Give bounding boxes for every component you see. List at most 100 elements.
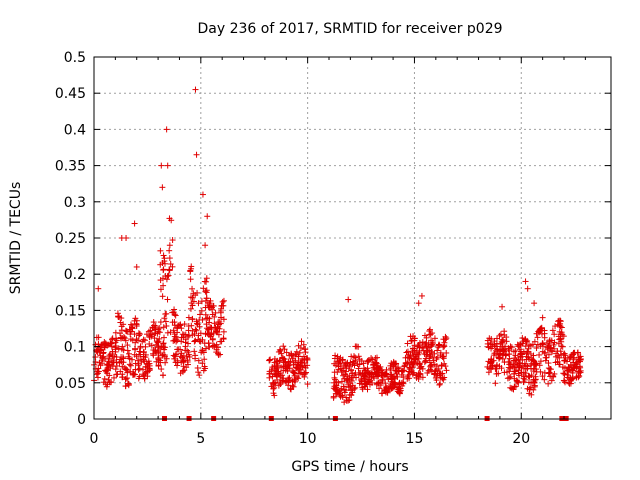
data-point [352, 357, 359, 364]
data-point [358, 357, 365, 364]
data-point [92, 354, 99, 361]
data-point [387, 366, 394, 373]
data-point [441, 343, 448, 350]
data-point [170, 352, 177, 359]
data-point [194, 289, 201, 296]
y-tick-label: 0.4 [64, 122, 86, 138]
data-point [135, 351, 142, 358]
data-point [194, 365, 201, 372]
data-point [561, 371, 568, 378]
data-point [132, 360, 139, 367]
data-point [202, 288, 209, 295]
data-point [206, 331, 213, 338]
data-point [179, 367, 186, 374]
data-point [110, 374, 117, 381]
data-point [195, 357, 202, 364]
data-point [355, 365, 362, 372]
data-point [352, 384, 359, 391]
data-point [331, 369, 338, 376]
data-point [166, 247, 173, 254]
data-point [371, 359, 378, 366]
data-point [297, 344, 304, 351]
data-point [546, 337, 553, 344]
data-point [141, 371, 148, 378]
data-point [434, 347, 441, 354]
data-point [166, 242, 173, 249]
data-point [132, 366, 139, 373]
data-point [429, 330, 436, 337]
data-point [561, 365, 568, 372]
data-point [203, 295, 210, 302]
data-point [202, 311, 209, 318]
data-point [285, 358, 292, 365]
data-point [569, 351, 576, 358]
data-point [205, 344, 212, 351]
data-point [552, 359, 559, 366]
data-point [146, 334, 153, 341]
data-point [351, 362, 358, 369]
data-point [429, 339, 436, 346]
data-point [519, 335, 526, 342]
data-point [97, 347, 104, 354]
data-point [555, 333, 562, 340]
data-point [377, 379, 384, 386]
data-point [295, 365, 302, 372]
data-point [526, 386, 533, 393]
data-point [371, 375, 378, 382]
x-tick-label: 15 [406, 431, 424, 447]
data-point [566, 356, 573, 363]
data-point [112, 366, 119, 373]
data-point [408, 359, 415, 366]
data-point [346, 397, 353, 404]
data-point [166, 266, 173, 273]
data-point [539, 373, 546, 380]
data-point [298, 338, 305, 345]
data-point [332, 390, 339, 397]
data-point [189, 332, 196, 339]
data-point [566, 380, 573, 387]
data-point [510, 386, 517, 393]
data-point [159, 184, 166, 191]
data-point [404, 348, 411, 355]
data-point [493, 335, 500, 342]
data-point [358, 378, 365, 385]
data-point [136, 331, 143, 338]
data-point [552, 323, 559, 330]
data-point [212, 309, 219, 316]
data-point [209, 343, 216, 350]
data-point [542, 354, 549, 361]
data-point [528, 365, 535, 372]
data-point [106, 355, 113, 362]
data-point [161, 255, 168, 262]
data-point [209, 311, 216, 318]
data-point [485, 343, 492, 350]
data-point [199, 336, 206, 343]
data-point [532, 376, 539, 383]
data-point [160, 252, 167, 259]
data-point [95, 365, 102, 372]
data-point [127, 368, 134, 375]
y-axis-label: SRMTID / TECUs [8, 182, 24, 295]
data-point [528, 372, 535, 379]
data-point [533, 345, 540, 352]
data-point [505, 345, 512, 352]
data-point [543, 339, 550, 346]
data-point [220, 328, 227, 335]
data-point [419, 374, 426, 381]
data-point [289, 382, 296, 389]
data-point [341, 399, 348, 406]
data-point [415, 373, 422, 380]
data-point [549, 348, 556, 355]
data-point [280, 355, 287, 362]
data-point [362, 373, 369, 380]
data-point [425, 367, 432, 374]
data-point [522, 362, 529, 369]
data-point [559, 343, 566, 350]
data-point [140, 336, 147, 343]
data-point [341, 362, 348, 369]
data-point [193, 320, 200, 327]
data-point [95, 285, 102, 292]
data-point [277, 347, 284, 354]
data-point [488, 335, 495, 342]
data-point [130, 371, 137, 378]
